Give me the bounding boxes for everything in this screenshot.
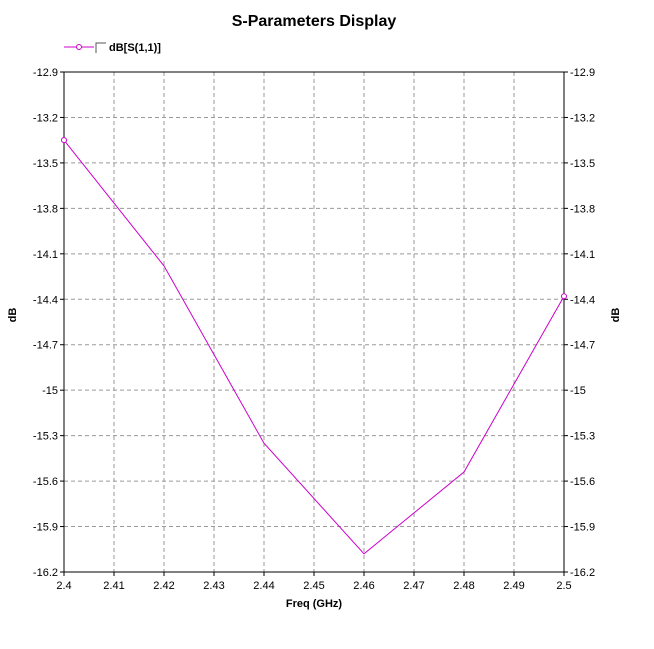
y-tick-label-left: -14.7	[33, 340, 58, 352]
x-tick-label: 2.4	[56, 580, 71, 592]
y-tick-label-right: -15.9	[570, 522, 595, 534]
y-tick-label-left: -15.9	[33, 522, 58, 534]
y-tick-label-left: -15.6	[33, 476, 58, 488]
x-axis-label: Freq (GHz)	[286, 598, 343, 610]
series	[61, 137, 567, 555]
y-tick-label-right: -14.4	[570, 294, 595, 306]
grid	[64, 72, 564, 572]
x-tick-label: 2.5	[556, 580, 571, 592]
y-tick-label-right: -16.2	[570, 567, 595, 579]
y-tick-label-right: -15.3	[570, 431, 595, 443]
y-tick-label-left: -13.8	[33, 203, 58, 215]
data-point-marker	[61, 137, 67, 144]
legend-entry-label: dB[S(1,1)]	[109, 42, 161, 54]
y-tick-label-left: -12.9	[33, 67, 58, 79]
x-tick-label: 2.41	[103, 580, 124, 592]
x-tick-label: 2.42	[153, 580, 174, 592]
y-tick-label-left: -14.1	[33, 249, 58, 261]
y-tick-label-right: -13.5	[570, 158, 595, 170]
x-tick-label: 2.48	[453, 580, 474, 592]
x-tick-label: 2.44	[253, 580, 274, 592]
y-tick-label-left: -15	[42, 385, 58, 397]
x-tick-label: 2.46	[353, 580, 374, 592]
x-tick-label: 2.43	[203, 580, 224, 592]
y-tick-label-right: -15	[570, 385, 586, 397]
y-tick-label-right: -15.6	[570, 476, 595, 488]
plot-area	[63, 71, 565, 573]
y-axis-label-right: dB	[610, 308, 622, 323]
y-tick-label-right: -13.2	[570, 112, 595, 124]
y-tick-label-left: -13.5	[33, 158, 58, 170]
y-tick-label-right: -13.8	[570, 203, 595, 215]
y-tick-label-right: -14.7	[570, 340, 595, 352]
y-axis-ticks: -12.9 -12.9 -13.2 -13.2 -13.5 -13.5 -13.8 -13.8…	[33, 67, 595, 579]
x-axis-ticks: 2.4 2.41 2.42 2.43 2.44 2.45 2.46 2.47 2.48 2.49 2…	[56, 572, 572, 592]
legend-marker	[76, 44, 82, 50]
y-tick-label-left: -13.2	[33, 112, 58, 124]
legend: dB[S(1,1)]	[64, 42, 161, 54]
y-tick-label-left: -15.3	[33, 431, 58, 443]
y-tick-label-right: -14.1	[570, 249, 595, 261]
x-tick-label: 2.49	[503, 580, 524, 592]
series-line	[63, 139, 565, 555]
legend-swatch-icon	[95, 42, 106, 53]
y-tick-label-left: -16.2	[33, 567, 58, 579]
x-tick-label: 2.47	[403, 580, 424, 592]
data-point-marker	[561, 293, 567, 300]
y-axis-label-left: dB	[7, 308, 19, 323]
y-tick-label-left: -14.4	[33, 294, 58, 306]
x-tick-label: 2.45	[303, 580, 324, 592]
chart-title: S-Parameters Display	[232, 13, 397, 30]
y-tick-label-right: -12.9	[570, 67, 595, 79]
